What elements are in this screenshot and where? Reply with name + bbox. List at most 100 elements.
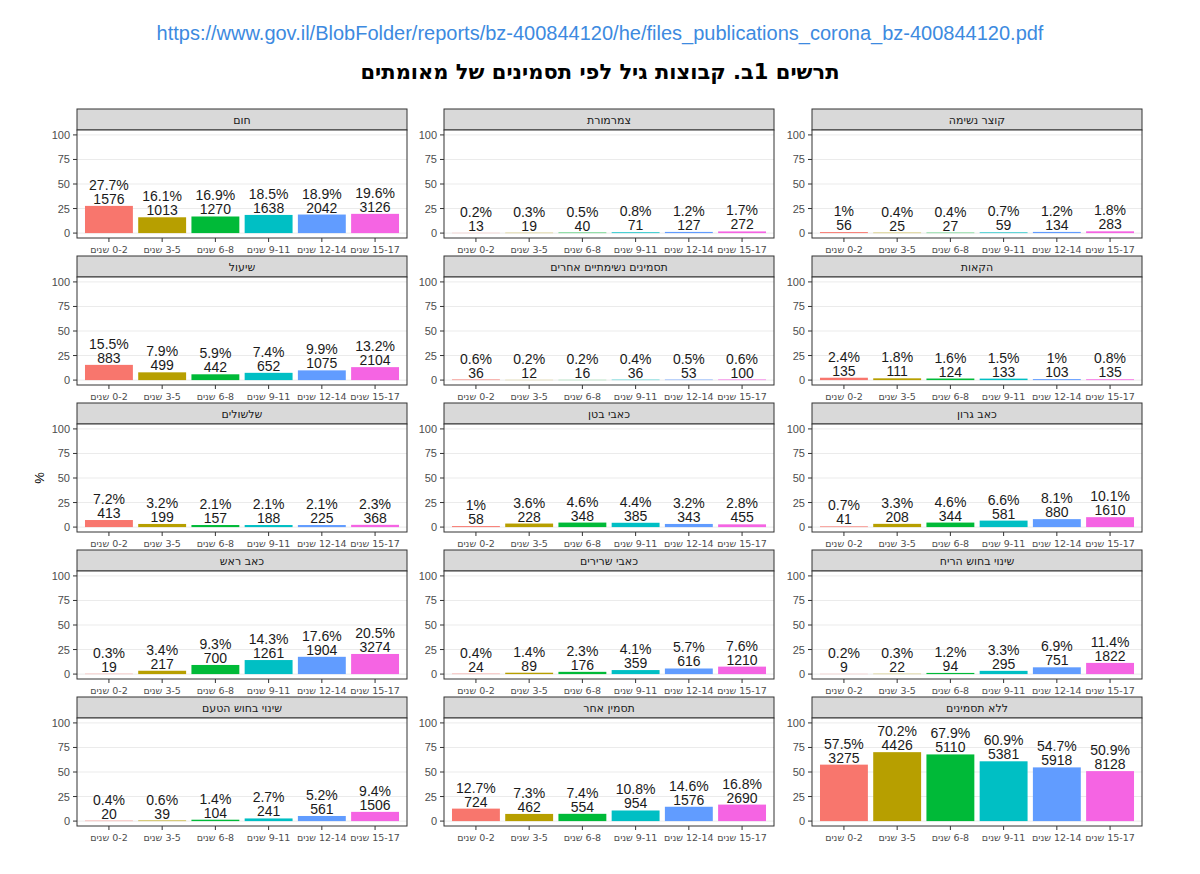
y-tick	[73, 428, 77, 429]
y-tick	[440, 625, 444, 626]
bars	[85, 812, 399, 821]
panel: שיעול025507510015.5%8837.9%4995.9%4427.4…	[52, 256, 407, 402]
count-label: 103	[1045, 364, 1069, 380]
x-tick-label: 15-17 שנים	[1085, 685, 1135, 696]
x-tick-label: 0-2 שנים	[825, 391, 863, 402]
y-tick-label: 25	[793, 791, 805, 803]
bars	[452, 805, 766, 821]
y-tick	[808, 208, 812, 209]
x-tick-label: 6-8 שנים	[197, 685, 235, 696]
bars	[820, 517, 1134, 527]
strip	[77, 697, 407, 718]
x-tick	[582, 532, 583, 536]
y-tick	[808, 527, 812, 528]
grid-line	[77, 355, 407, 356]
x-tick	[268, 679, 269, 683]
count-label: 124	[939, 364, 963, 380]
x-tick	[635, 238, 636, 242]
count-label: 385	[624, 508, 648, 524]
count-label: 2042	[306, 200, 337, 216]
x-tick	[108, 826, 109, 830]
panel: תסמינים נשימתיים אחרים02550751000.6%360.…	[419, 256, 774, 402]
y-tick-label: 100	[787, 423, 805, 435]
plot-bg	[444, 277, 774, 385]
y-tick-label: 50	[425, 619, 437, 631]
strip	[812, 697, 1142, 718]
count-label: 100	[730, 365, 754, 381]
y-tick-label: 75	[58, 594, 70, 606]
y-tick-label: 75	[425, 741, 437, 753]
y-tick-label: 25	[425, 644, 437, 656]
bar	[452, 809, 500, 821]
strip	[444, 256, 774, 277]
count-label: 58	[468, 511, 484, 527]
y-tick	[808, 306, 812, 307]
y-tick-label: 0	[431, 815, 437, 827]
x-tick-label: 3-5 שנים	[143, 391, 181, 402]
y-tick	[73, 306, 77, 307]
y-tick	[440, 796, 444, 797]
x-tick	[162, 238, 163, 242]
grid-line	[77, 502, 407, 503]
bar	[85, 520, 133, 527]
x-tick-label: 3-5 שנים	[878, 538, 916, 549]
y-tick-label: 50	[425, 178, 437, 190]
panel-border	[444, 130, 774, 238]
y-tick-label: 25	[793, 644, 805, 656]
count-label: 208	[885, 509, 909, 525]
count-label: 36	[468, 365, 484, 381]
bar	[718, 805, 766, 821]
y-tick	[73, 233, 77, 234]
bar	[820, 765, 868, 821]
y-tick-label: 75	[425, 447, 437, 459]
y-tick-label: 0	[799, 227, 805, 239]
count-label: 24	[468, 659, 484, 675]
count-label: 652	[257, 358, 281, 374]
x-tick-label: 12-14 שנים	[297, 685, 347, 696]
count-label: 561	[310, 801, 334, 817]
y-tick-label: 50	[58, 178, 70, 190]
grid-line	[444, 453, 774, 454]
panel-border	[444, 571, 774, 679]
y-tick	[440, 722, 444, 723]
panel-border	[444, 424, 774, 532]
x-tick-label: 3-5 שנים	[878, 832, 916, 843]
y-tick	[73, 502, 77, 503]
x-tick-label: 6-8 שנים	[197, 244, 235, 255]
x-tick-label: 15-17 שנים	[350, 538, 400, 549]
bar	[665, 807, 713, 821]
x-tick	[688, 385, 689, 389]
count-label: 616	[677, 653, 701, 669]
x-tick	[897, 238, 898, 242]
count-label: 1261	[253, 645, 284, 661]
x-tick	[843, 385, 844, 389]
x-tick	[1003, 385, 1004, 389]
grid-line	[812, 428, 1142, 429]
x-tick-label: 0-2 שנים	[457, 244, 495, 255]
panel-border	[812, 424, 1142, 532]
y-tick-label: 75	[58, 741, 70, 753]
count-label: 53	[681, 365, 697, 381]
y-tick	[440, 428, 444, 429]
x-tick	[1110, 238, 1111, 242]
grid-line	[444, 306, 774, 307]
x-tick	[843, 532, 844, 536]
x-tick	[529, 385, 530, 389]
bar	[980, 761, 1028, 821]
y-tick-label: 0	[431, 227, 437, 239]
count-label: 3275	[828, 750, 859, 766]
grid-line	[444, 575, 774, 576]
grid-line	[444, 796, 774, 797]
x-tick	[1110, 826, 1111, 830]
x-tick-label: 12-14 שנים	[1032, 832, 1082, 843]
x-tick	[529, 238, 530, 242]
x-tick-label: 15-17 שנים	[350, 685, 400, 696]
count-label: 724	[464, 794, 488, 810]
y-tick	[73, 281, 77, 282]
x-tick	[1110, 385, 1111, 389]
y-tick-label: 100	[419, 570, 437, 582]
panel: שינוי בחוש הריח02550751000.2%90.3%221.2%…	[787, 550, 1142, 696]
panel-title: כאב ראש	[220, 555, 265, 568]
y-tick-label: 100	[52, 276, 70, 288]
panel-border	[444, 718, 774, 826]
